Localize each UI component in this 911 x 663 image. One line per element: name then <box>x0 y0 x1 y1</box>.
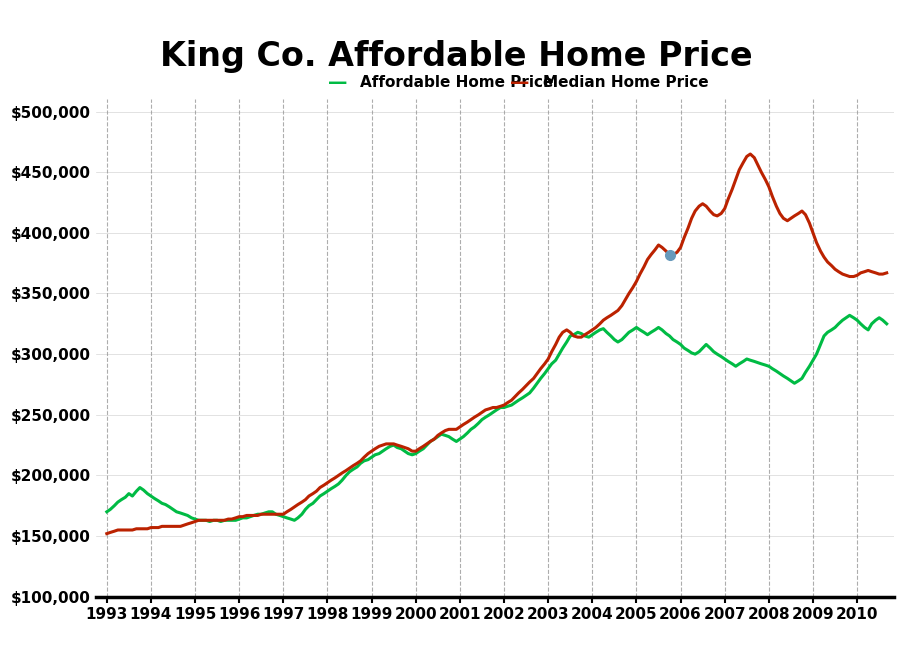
Line: Median Home Price: Median Home Price <box>107 154 885 534</box>
Median Home Price <box>744 150 755 158</box>
Affordable Home Price <box>204 518 215 526</box>
Median Home Price <box>311 487 322 495</box>
Affordable Home Price <box>314 492 325 500</box>
Affordable Home Price <box>374 450 384 457</box>
Affordable Home Price <box>101 508 112 516</box>
Affordable Home Price <box>248 511 259 519</box>
Affordable Home Price <box>490 406 501 414</box>
Median Home Price <box>123 526 134 534</box>
Affordable Home Price <box>123 490 134 498</box>
Median Home Price <box>244 511 255 519</box>
Affordable Home Price <box>880 320 891 328</box>
Median Home Price <box>281 508 292 516</box>
Text: Median Home Price: Median Home Price <box>542 76 708 90</box>
Median Home Price <box>880 269 891 277</box>
Median Home Price <box>487 404 498 412</box>
Text: King Co. Affordable Home Price: King Co. Affordable Home Price <box>159 40 752 73</box>
Text: —: — <box>327 74 347 92</box>
Median Home Price <box>369 445 380 453</box>
Line: Affordable Home Price: Affordable Home Price <box>107 316 885 522</box>
Affordable Home Price <box>844 312 855 320</box>
Affordable Home Price <box>285 515 296 523</box>
Text: Affordable Home Price: Affordable Home Price <box>360 76 553 90</box>
Text: —: — <box>509 74 529 92</box>
Median Home Price <box>101 530 112 538</box>
